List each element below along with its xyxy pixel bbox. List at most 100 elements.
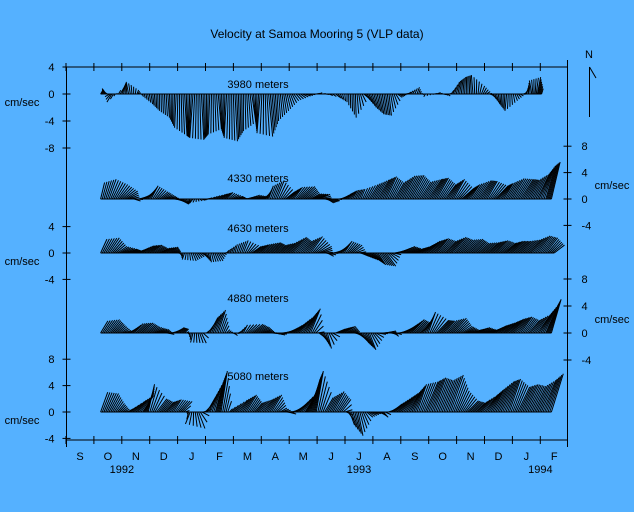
velocity-stick [148,94,149,101]
velocity-stick [507,94,508,109]
velocity-stick [240,94,241,135]
x-tick-label: J [356,451,362,463]
velocity-stick [166,94,167,116]
y-tick-label: 8 [582,274,588,286]
north-arrow-head [590,67,597,78]
y-axis-unit-label: cm/sec [595,180,630,192]
x-tick-label: D [160,451,168,463]
x-tick-label: S [411,451,418,463]
year-label: 1992 [110,464,134,476]
velocity-stick [200,412,207,422]
velocity-stick [474,77,475,94]
velocity-stick [149,94,150,103]
x-tick-label: N [467,451,475,463]
y-tick-label: 0 [48,407,54,419]
velocity-stick [345,94,346,101]
y-axis-unit-label: cm/sec [5,256,40,268]
x-tick-label: F [216,451,223,463]
y-tick-label: 4 [582,301,588,313]
velocity-stick [163,94,164,114]
x-tick-label: J [328,451,334,463]
velocity-stick [195,412,197,427]
y-tick-label: -4 [582,220,592,232]
x-tick-label: A [272,451,280,463]
y-tick-label: 8 [582,141,588,153]
x-tick-label: F [551,451,558,463]
velocity-stick [185,253,186,260]
velocity-stick [181,94,182,133]
velocity-stick [535,78,536,94]
velocity-stick [144,94,145,98]
chart-title: Velocity at Samoa Mooring 5 (VLP data) [210,27,423,41]
velocity-stick [265,94,266,135]
velocity-stick [478,82,479,94]
panel-4630-meters: 4630 meters 4 0 -4 cm/sec [5,222,565,287]
y-tick-label: -8 [45,143,55,155]
velocity-stick [135,88,136,94]
y-tick-label: 4 [48,62,54,74]
velocity-stick [211,94,212,133]
x-tick-label: S [76,451,83,463]
velocity-stick [357,94,359,114]
x-tick-label: N [132,451,140,463]
velocity-stick [355,94,356,118]
y-axis-unit-label: cm/sec [5,97,40,109]
y-axis-unit-label: cm/sec [595,314,630,326]
velocity-stick [154,94,155,107]
y-axis-unit-label: cm/sec [5,415,40,427]
x-tick-label: O [438,451,447,463]
y-tick-label: -4 [45,274,55,286]
y-tick-label: -4 [45,433,55,445]
velocity-stick [247,94,249,128]
y-tick-label: 0 [582,328,588,340]
y-tick-label: 4 [48,222,54,234]
velocity-stick [156,94,157,108]
velocity-stick [200,94,201,139]
panel-depth-label: 3980 meters [227,79,289,91]
y-tick-label: -4 [582,355,592,367]
y-tick-label: -4 [45,116,55,128]
y-tick-label: 0 [582,194,588,206]
y-tick-label: 0 [48,89,54,101]
velocity-stick [469,76,470,94]
north-label: N [585,49,593,61]
velocity-stick [190,253,191,260]
velocity-stick [177,94,178,129]
velocity-stick [198,333,200,343]
velocity-stick [194,333,195,343]
velocity-stick [504,94,505,110]
panel-4880-meters: 4880 meters 8 4 0 -4 cm/sec [101,274,630,367]
velocity-stick [129,83,131,94]
velocity-stick [164,94,165,115]
velocity-stick [183,94,185,134]
north-indicator: N [585,49,596,117]
velocity-stick [146,94,147,100]
velocity-stick [343,94,345,100]
panel-depth-label: 4880 meters [227,293,289,305]
velocity-stick [512,94,513,105]
velocity-stick [354,94,355,115]
velocity-stick [233,94,234,141]
y-tick-label: 0 [48,248,54,260]
x-tick-label: J [189,451,195,463]
x-tick-label: A [383,451,391,463]
x-tick-label: J [524,451,530,463]
velocity-stick [174,94,175,126]
year-label: 1994 [528,464,552,476]
panel-depth-label: 4630 meters [227,223,289,235]
x-tick-label: O [104,451,113,463]
velocity-stick [227,94,228,139]
velocity-stick [260,94,262,134]
y-tick-label: 8 [48,354,54,366]
x-tick-label: M [243,451,252,463]
x-tick-label: M [299,451,308,463]
y-tick-label: 4 [582,168,588,180]
velocity-stick [513,94,515,103]
